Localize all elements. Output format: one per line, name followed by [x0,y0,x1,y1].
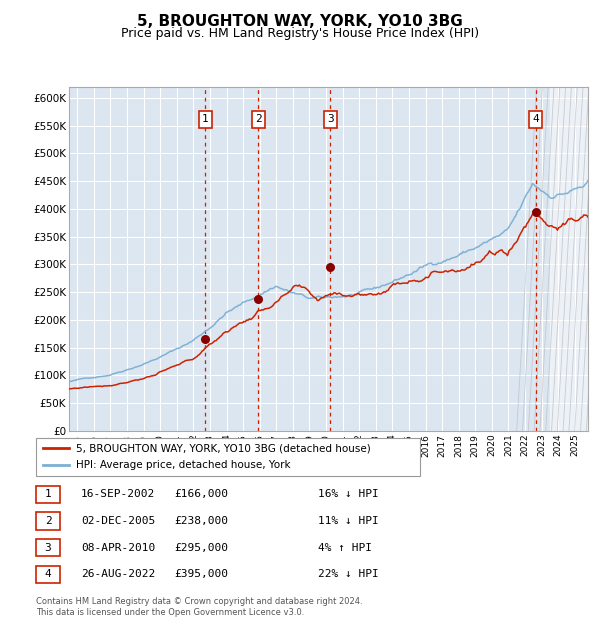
Text: 2: 2 [44,516,52,526]
Text: 16-SEP-2002: 16-SEP-2002 [81,489,155,500]
Text: 16% ↓ HPI: 16% ↓ HPI [318,489,379,500]
Text: HPI: Average price, detached house, York: HPI: Average price, detached house, York [76,461,291,471]
Bar [550,87,588,431]
Text: Price paid vs. HM Land Registry's House Price Index (HPI): Price paid vs. HM Land Registry's House … [121,27,479,40]
Text: 5, BROUGHTON WAY, YORK, YO10 3BG: 5, BROUGHTON WAY, YORK, YO10 3BG [137,14,463,29]
Text: 4: 4 [532,115,539,125]
Text: 02-DEC-2005: 02-DEC-2005 [81,516,155,526]
Text: £166,000: £166,000 [174,489,228,500]
Text: 22% ↓ HPI: 22% ↓ HPI [318,569,379,580]
Text: £295,000: £295,000 [174,542,228,553]
Text: 1: 1 [44,489,52,500]
Text: Contains HM Land Registry data © Crown copyright and database right 2024.
This d: Contains HM Land Registry data © Crown c… [36,598,362,617]
Text: £238,000: £238,000 [174,516,228,526]
Text: 1: 1 [202,115,209,125]
Text: 3: 3 [327,115,334,125]
Text: 2: 2 [255,115,262,125]
Text: 11% ↓ HPI: 11% ↓ HPI [318,516,379,526]
Text: £395,000: £395,000 [174,569,228,580]
Text: 3: 3 [44,542,52,553]
Text: 4: 4 [44,569,52,580]
Text: 4% ↑ HPI: 4% ↑ HPI [318,542,372,553]
Text: 26-AUG-2022: 26-AUG-2022 [81,569,155,580]
Text: 08-APR-2010: 08-APR-2010 [81,542,155,553]
Text: 5, BROUGHTON WAY, YORK, YO10 3BG (detached house): 5, BROUGHTON WAY, YORK, YO10 3BG (detach… [76,443,371,453]
